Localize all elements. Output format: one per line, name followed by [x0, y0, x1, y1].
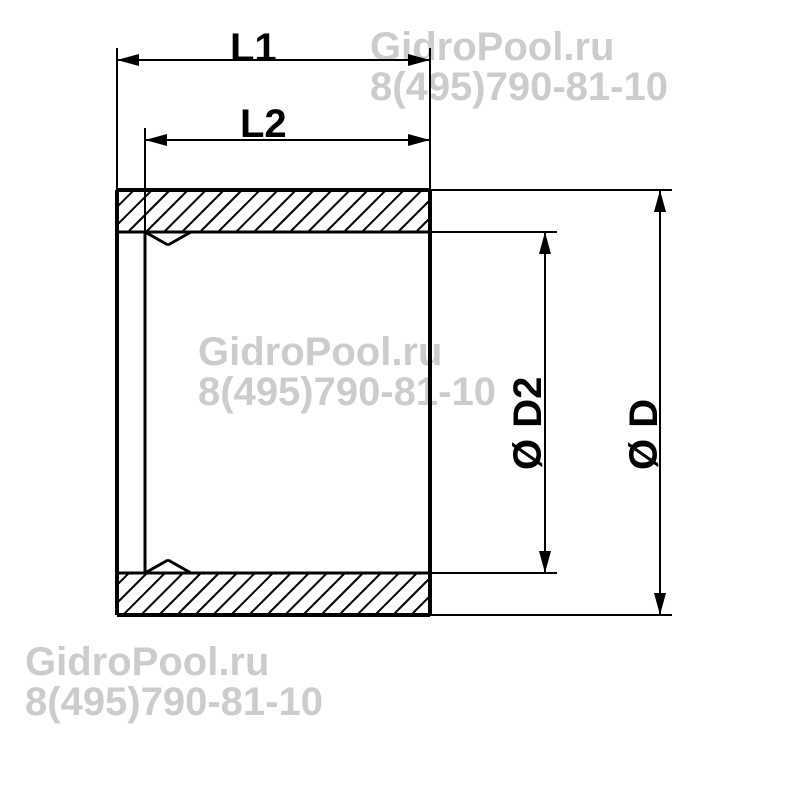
dimension-label-D2: Ø D2	[506, 377, 551, 470]
dimension-label-L1: L1	[230, 26, 277, 71]
diagram-container: GidroPool.ru 8(495)790-81-10 GidroPool.r…	[0, 0, 800, 800]
dimension-label-D: Ø D	[622, 399, 667, 470]
technical-drawing	[0, 0, 800, 800]
dimension-label-L2: L2	[240, 102, 287, 147]
